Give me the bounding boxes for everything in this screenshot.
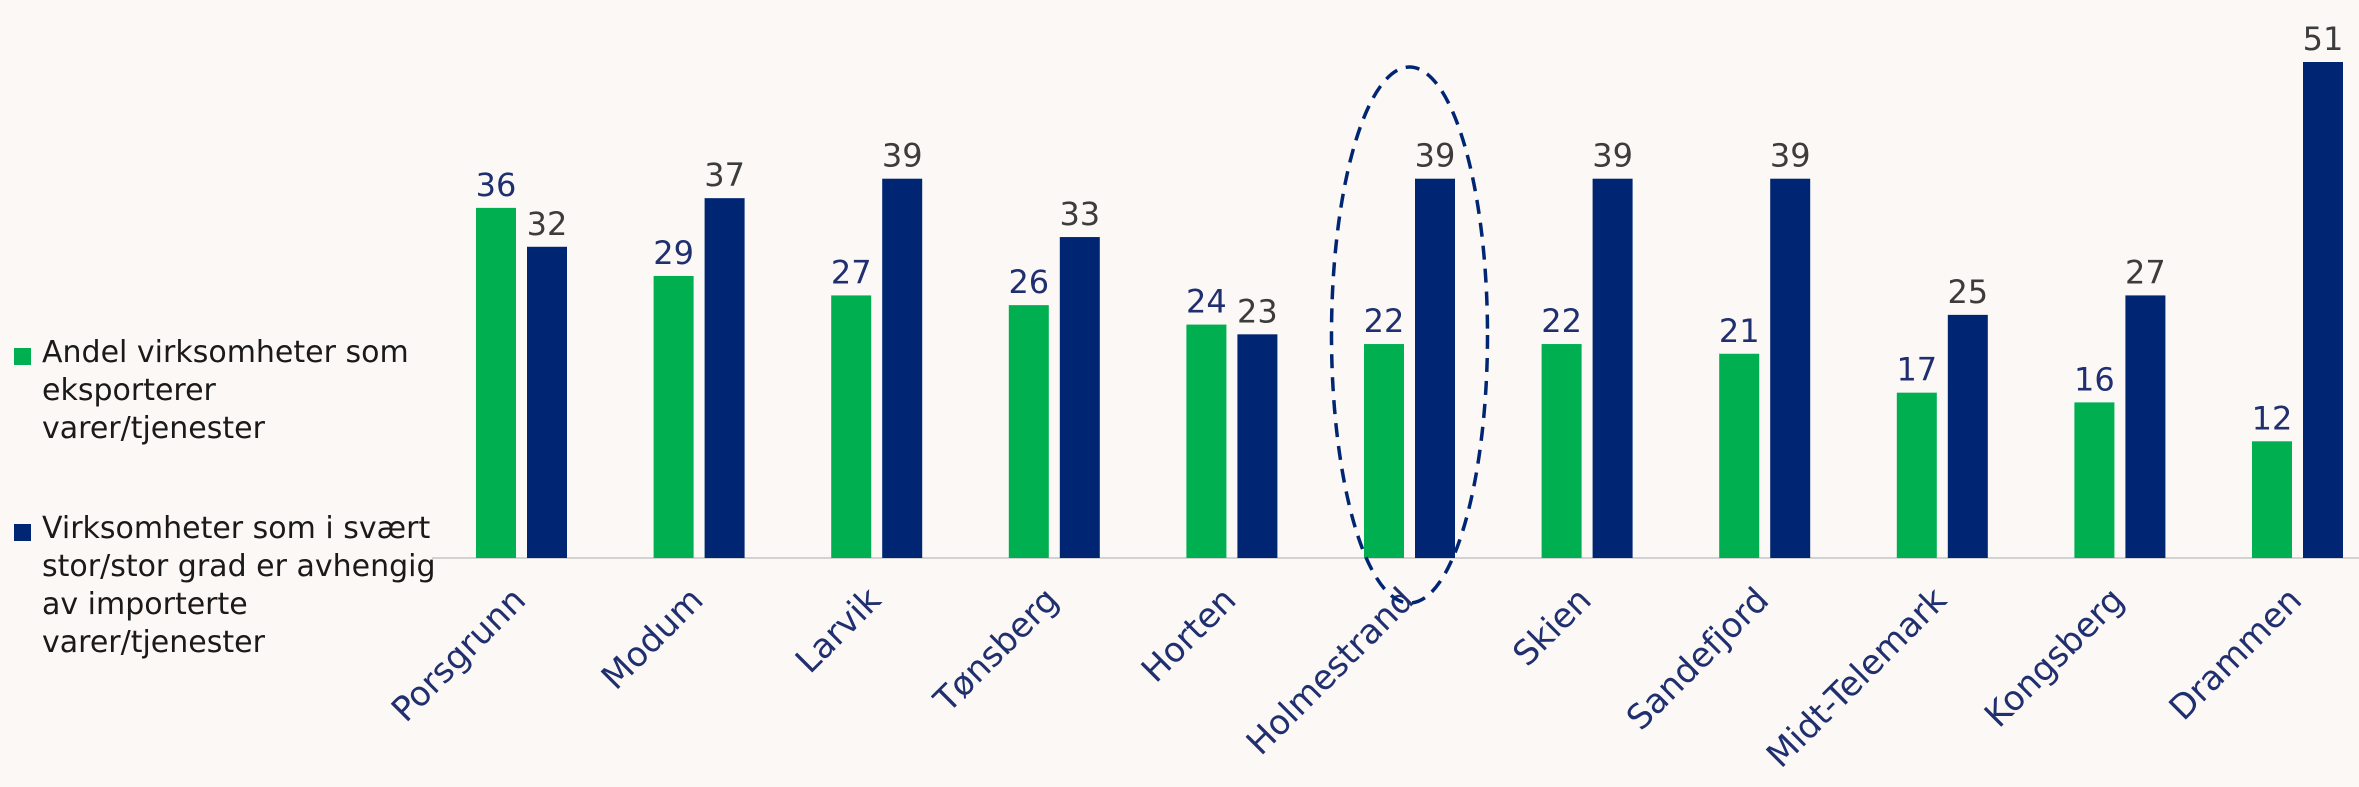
bar-larvik-series-1 [831, 295, 872, 558]
value-label-larvik-series-2: 39 [882, 137, 923, 175]
legend-swatch-export [14, 348, 31, 365]
category-label-horten: Horten [1134, 580, 1244, 690]
value-label-kongsberg-series-1: 16 [2074, 360, 2115, 398]
highlight-ellipse [1329, 65, 1490, 605]
value-label-horten-series-2: 23 [1237, 292, 1278, 330]
bar-larvik-series-2 [882, 178, 923, 559]
value-label-porsgrunn-series-1: 36 [476, 166, 517, 204]
legend-label-export: Andel virksomheter som eksporterer varer… [42, 335, 409, 446]
bar-drammen-series-1 [2252, 441, 2292, 558]
value-label-drammen-series-2: 51 [2303, 20, 2344, 58]
value-label-horten-series-1: 24 [1186, 283, 1227, 321]
category-label-modum: Modum [594, 580, 712, 698]
value-label-drammen-series-1: 12 [2252, 399, 2293, 437]
category-label-sandefjord: Sandefjord [1619, 580, 1777, 738]
value-label-holmestrand-series-1: 22 [1364, 302, 1405, 340]
bar-holmestrand-series-1 [1364, 344, 1404, 558]
category-label-kongsberg: Kongsberg [1977, 580, 2132, 735]
category-label-skien: Skien [1505, 580, 1599, 674]
bar-holmestrand-series-2 [1415, 178, 1455, 559]
bar-midt-telemark-series-2 [1947, 314, 1988, 558]
bar-skien-series-2 [1592, 178, 1633, 559]
bar-tønsberg-series-2 [1059, 237, 1100, 558]
value-label-holmestrand-series-2: 39 [1415, 137, 1456, 175]
legend-label-import: Virksomheter som i svært stor/stor grad … [42, 511, 436, 660]
bar-modum-series-1 [653, 275, 694, 558]
value-label-skien-series-2: 39 [1592, 137, 1633, 175]
bar-porsgrunn-series-1 [476, 207, 516, 558]
bar-midt-telemark-series-1 [1896, 392, 1937, 558]
value-label-tønsberg-series-1: 26 [1008, 263, 1049, 301]
value-label-sandefjord-series-1: 21 [1719, 312, 1760, 350]
category-label-larvik: Larvik [788, 580, 889, 681]
value-label-tønsberg-series-2: 33 [1059, 195, 1100, 233]
value-label-larvik-series-1: 27 [831, 253, 872, 291]
bar-horten-series-1 [1186, 324, 1227, 558]
bar-kongsberg-series-1 [2074, 402, 2115, 558]
bar-horten-series-2 [1237, 334, 1278, 558]
value-label-kongsberg-series-2: 27 [2125, 253, 2166, 291]
value-label-modum-series-1: 29 [653, 234, 694, 272]
bar-sandefjord-series-1 [1719, 353, 1760, 558]
bar-sandefjord-series-2 [1770, 178, 1811, 559]
value-label-midt-telemark-series-1: 17 [1896, 351, 1937, 389]
bar-kongsberg-series-2 [2125, 295, 2166, 558]
value-label-skien-series-1: 22 [1541, 302, 1582, 340]
value-label-modum-series-2: 37 [704, 156, 745, 194]
value-label-midt-telemark-series-2: 25 [1947, 273, 1988, 311]
bar-tønsberg-series-1 [1008, 305, 1049, 558]
category-label-holmestrand: Holmestrand [1239, 580, 1422, 763]
value-labels-group: 36 32 29 37 27 39 26 33 24 23 22 39 22 39 21 39 17 25 16 27… [476, 20, 2344, 437]
category-label-drammen: Drammen [2162, 580, 2310, 728]
bar-skien-series-1 [1541, 344, 1582, 558]
value-label-porsgrunn-series-2: 32 [527, 205, 568, 243]
bar-modum-series-2 [704, 198, 745, 558]
category-label-midt-telemark: Midt-Telemark [1759, 580, 1955, 776]
bars-group [476, 62, 2343, 559]
category-label-tønsberg: Tønsberg [926, 580, 1067, 721]
value-label-sandefjord-series-2: 39 [1770, 137, 1811, 175]
legend-swatch-import [14, 524, 31, 541]
category-labels-group: Porsgrunn Modum Larvik Tønsberg HortenHolmes… [384, 580, 2310, 776]
bar-porsgrunn-series-2 [527, 246, 567, 559]
bar-drammen-series-2 [2303, 62, 2343, 558]
